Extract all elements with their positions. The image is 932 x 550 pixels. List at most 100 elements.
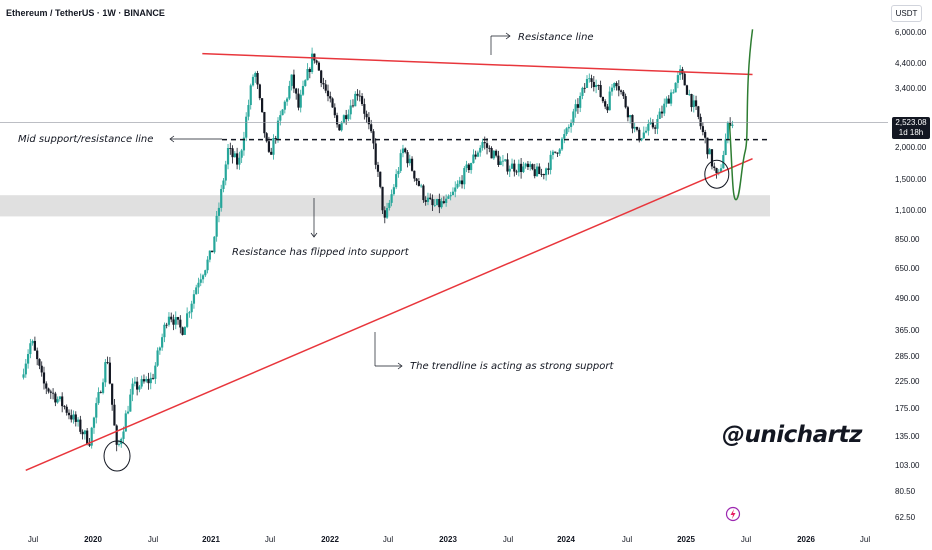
x-tick-label: Jul — [622, 535, 632, 544]
candle — [224, 160, 227, 186]
candle — [22, 368, 25, 380]
candle — [126, 405, 130, 415]
candle — [463, 166, 466, 190]
candle — [529, 161, 532, 171]
candle — [354, 91, 357, 107]
candle — [426, 192, 430, 206]
x-tick-label: 2024 — [557, 535, 575, 544]
currency-selector[interactable]: USDT — [891, 5, 922, 22]
chart-title: Ethereum / TetherUS · 1W · BINANCE — [6, 8, 165, 18]
annotation-trendline: The trendline is acting as strong suppor… — [410, 361, 614, 372]
y-tick-label: 80.50 — [895, 487, 916, 496]
candle — [397, 167, 400, 178]
candle — [154, 362, 157, 384]
candle — [163, 322, 166, 343]
annotation-flipped: Resistance has flipped into support — [232, 247, 410, 258]
candle — [320, 69, 323, 88]
candle — [145, 376, 148, 383]
x-tick-label: Jul — [860, 535, 870, 544]
candle — [233, 151, 236, 158]
candle — [188, 310, 191, 318]
candle — [685, 84, 689, 95]
y-tick-label: 103.00 — [895, 461, 920, 470]
candle — [576, 98, 580, 114]
candle — [306, 63, 309, 81]
bar-countdown: 1d 18h — [898, 127, 924, 137]
candle — [381, 186, 384, 215]
candle — [372, 129, 375, 150]
candle — [167, 312, 171, 327]
lightning-logo-icon[interactable] — [725, 506, 741, 522]
price-axis[interactable]: 6,000.00 4,400.00 3,400.00 2,000.00 1,500.00… — [895, 28, 927, 522]
candle — [515, 169, 518, 175]
y-tick-label: 650.00 — [895, 264, 920, 273]
y-tick-label: 285.00 — [895, 352, 920, 361]
candle — [213, 236, 216, 254]
candle — [29, 338, 32, 359]
candle — [176, 316, 180, 325]
candle — [56, 396, 59, 404]
candle — [97, 387, 100, 405]
candle — [731, 120, 734, 129]
candle — [111, 383, 114, 411]
candle — [549, 150, 552, 175]
candle — [254, 71, 257, 83]
candle — [292, 69, 296, 93]
candle — [281, 109, 284, 116]
candle — [449, 191, 452, 201]
candle — [147, 372, 150, 390]
candle — [226, 144, 230, 170]
candle — [161, 333, 164, 351]
y-tick-label: 225.00 — [895, 377, 920, 386]
candle — [658, 108, 661, 120]
candle — [399, 149, 402, 173]
candle — [142, 374, 146, 384]
candle — [376, 161, 380, 177]
candle — [531, 163, 534, 171]
y-tick-label: 62.50 — [895, 513, 916, 522]
candle — [249, 83, 252, 110]
candle — [704, 129, 707, 144]
candle — [301, 80, 305, 96]
candle — [574, 99, 577, 118]
candle — [460, 175, 464, 189]
candle — [199, 273, 202, 287]
candle — [667, 95, 670, 104]
candle — [365, 110, 368, 123]
candle — [83, 429, 86, 440]
candle — [208, 250, 211, 263]
candle — [195, 284, 198, 295]
candle — [326, 84, 330, 102]
candle — [290, 74, 293, 91]
candle — [488, 145, 491, 153]
candle — [115, 424, 118, 452]
candle — [510, 158, 514, 169]
candle — [274, 135, 277, 144]
candle — [272, 134, 275, 160]
candle — [697, 105, 700, 120]
x-tick-label: 2026 — [797, 535, 815, 544]
candle — [497, 150, 500, 167]
candle — [190, 300, 193, 319]
candle — [490, 146, 493, 159]
candle — [276, 117, 280, 143]
candle — [342, 114, 345, 124]
candle — [545, 167, 548, 181]
candle — [722, 150, 725, 169]
candle — [38, 358, 41, 370]
candle — [499, 156, 502, 166]
candle — [351, 99, 355, 108]
time-axis[interactable]: Jul 2020 Jul 2021 Jul 2022 Jul 2023 Jul 2024 Jul 20… — [28, 535, 870, 544]
candle — [506, 153, 509, 175]
candle — [92, 416, 96, 434]
current-price-tag: 2,523.08 1d 18h — [892, 116, 930, 139]
candle — [420, 183, 423, 188]
candle — [508, 165, 511, 178]
candle — [606, 104, 609, 113]
candle — [622, 89, 625, 99]
candle — [138, 385, 141, 393]
candle — [440, 197, 443, 209]
candle — [363, 98, 366, 120]
candle — [597, 84, 600, 91]
